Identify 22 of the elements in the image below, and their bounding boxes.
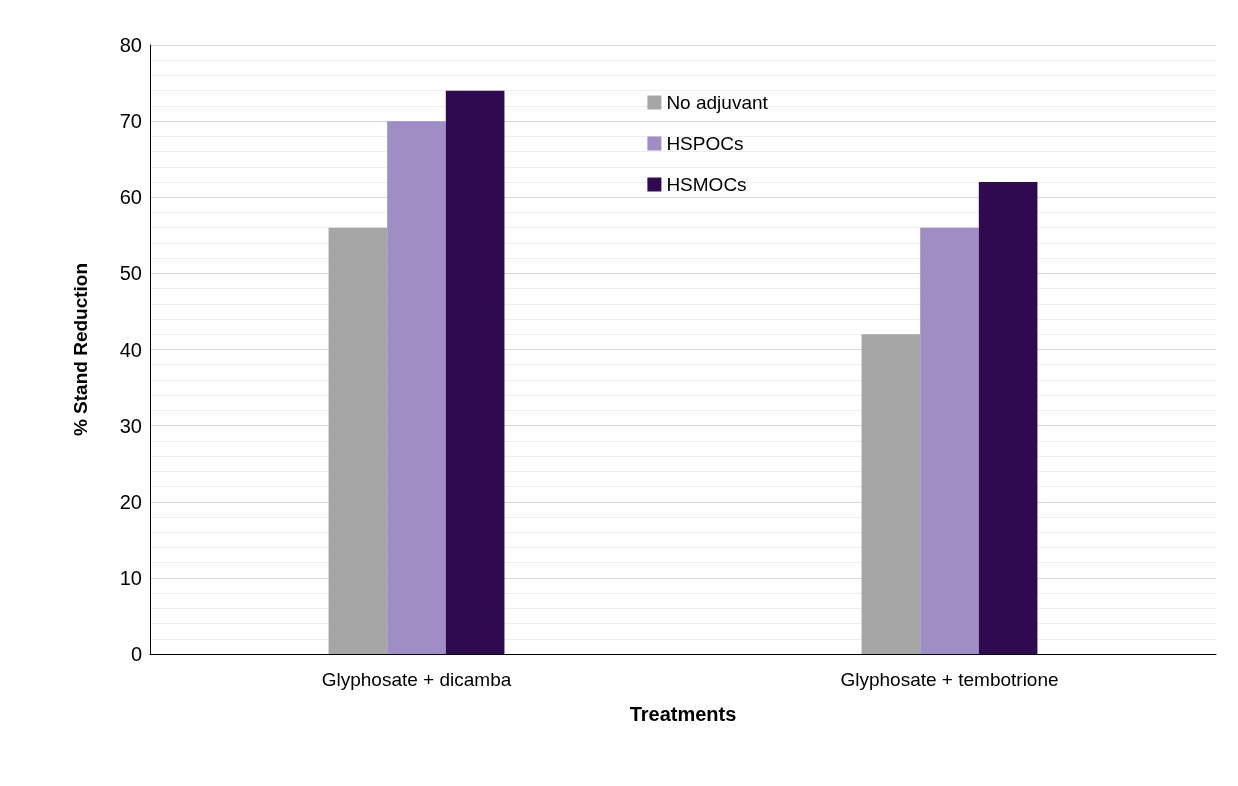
x-tick-label: Glyphosate + dicamba bbox=[321, 669, 512, 690]
legend-label: HSMOCs bbox=[666, 174, 747, 195]
y-tick-label: 70 bbox=[119, 110, 142, 133]
bar bbox=[387, 121, 446, 654]
y-tick-label: 30 bbox=[119, 414, 142, 437]
bar bbox=[445, 90, 505, 654]
y-tick-label: 50 bbox=[119, 262, 142, 285]
x-tick-label: Glyphosate + tembotrione bbox=[840, 669, 1059, 690]
y-tick-label: 20 bbox=[119, 490, 142, 513]
legend-label: HSPOCs bbox=[666, 133, 744, 154]
x-axis-title: Treatments bbox=[629, 703, 737, 725]
y-tick-label: 60 bbox=[119, 186, 142, 209]
bar bbox=[920, 227, 979, 654]
legend-label: No adjuvant bbox=[666, 92, 769, 113]
y-tick-label: 0 bbox=[130, 643, 142, 665]
bar bbox=[861, 334, 921, 654]
y-tick-label: 80 bbox=[119, 34, 142, 56]
bar bbox=[978, 182, 1038, 654]
bar bbox=[328, 227, 388, 654]
y-tick-label: 40 bbox=[119, 338, 142, 361]
y-axis-title: % Stand Reduction bbox=[70, 262, 91, 437]
y-tick-label: 10 bbox=[119, 566, 142, 589]
